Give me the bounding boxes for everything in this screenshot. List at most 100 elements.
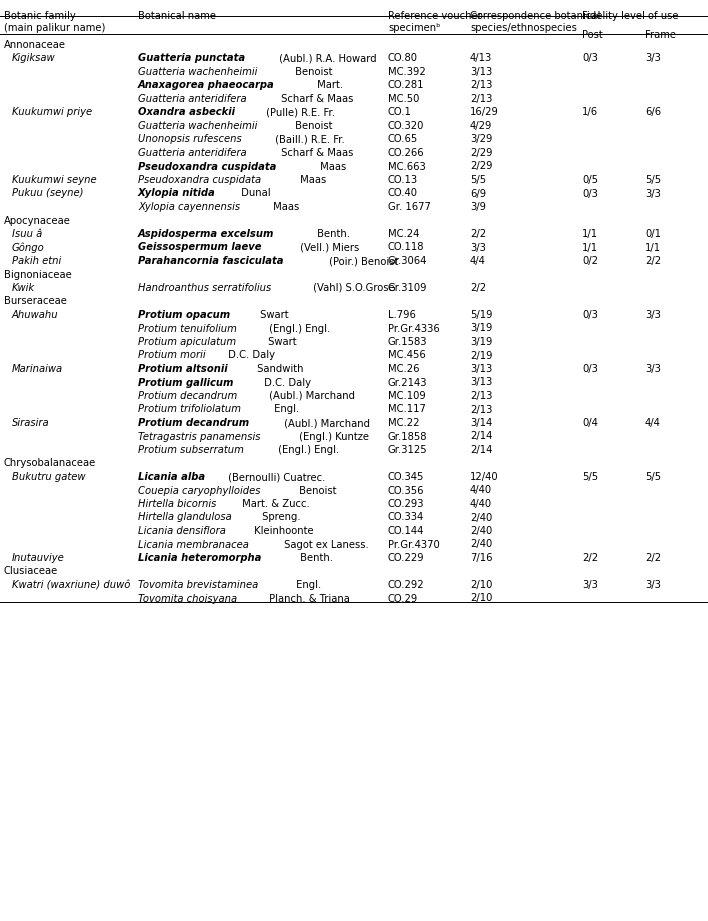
- Text: 2/13: 2/13: [470, 94, 492, 104]
- Text: Spreng.: Spreng.: [259, 512, 301, 522]
- Text: D.C. Daly: D.C. Daly: [225, 351, 275, 360]
- Text: (Vahl) S.O.Grose: (Vahl) S.O.Grose: [310, 283, 394, 293]
- Text: 2/40: 2/40: [470, 512, 492, 522]
- Text: 4/29: 4/29: [470, 121, 492, 131]
- Text: CO.80: CO.80: [388, 53, 418, 64]
- Text: Isuu â: Isuu â: [12, 229, 42, 239]
- Text: Maas: Maas: [270, 202, 299, 212]
- Text: (Pulle) R.E. Fr.: (Pulle) R.E. Fr.: [263, 108, 335, 118]
- Text: Bignoniaceae: Bignoniaceae: [4, 270, 72, 279]
- Text: 3/3: 3/3: [470, 242, 486, 252]
- Text: Protium trifoliolatum: Protium trifoliolatum: [138, 404, 241, 414]
- Text: Frame: Frame: [645, 30, 676, 40]
- Text: Gr.2143: Gr.2143: [388, 378, 428, 388]
- Text: Reference voucher
specimenᵇ: Reference voucher specimenᵇ: [388, 11, 481, 32]
- Text: Benoist: Benoist: [292, 67, 333, 77]
- Text: 2/29: 2/29: [470, 148, 493, 158]
- Text: Guatteria anteridifera: Guatteria anteridifera: [138, 148, 246, 158]
- Text: 5/5: 5/5: [645, 472, 661, 482]
- Text: Burseraceae: Burseraceae: [4, 297, 67, 307]
- Text: 5/5: 5/5: [645, 175, 661, 185]
- Text: (Baill.) R.E. Fr.: (Baill.) R.E. Fr.: [272, 134, 345, 145]
- Text: CO.65: CO.65: [388, 134, 418, 145]
- Text: 1/1: 1/1: [582, 242, 598, 252]
- Text: CO.356: CO.356: [388, 485, 425, 495]
- Text: 2/2: 2/2: [645, 553, 661, 563]
- Text: 6/9: 6/9: [470, 189, 486, 199]
- Text: 3/3: 3/3: [582, 580, 598, 590]
- Text: Gr.3109: Gr.3109: [388, 283, 428, 293]
- Text: Xylopia nitida: Xylopia nitida: [138, 189, 216, 199]
- Text: Licania heteromorpha: Licania heteromorpha: [138, 553, 261, 563]
- Text: MC.392: MC.392: [388, 67, 426, 77]
- Text: MC.117: MC.117: [388, 404, 426, 414]
- Text: MC.24: MC.24: [388, 229, 419, 239]
- Text: (Engl.) Kuntze: (Engl.) Kuntze: [296, 432, 369, 441]
- Text: CO.320: CO.320: [388, 121, 424, 131]
- Text: Protium decandrum: Protium decandrum: [138, 418, 249, 428]
- Text: 1/6: 1/6: [582, 108, 598, 118]
- Text: 4/13: 4/13: [470, 53, 492, 64]
- Text: CO.345: CO.345: [388, 472, 424, 482]
- Text: 4/40: 4/40: [470, 485, 492, 495]
- Text: (Engl.) Engl.: (Engl.) Engl.: [266, 323, 330, 333]
- Text: MC.456: MC.456: [388, 351, 426, 360]
- Text: Pakih etni: Pakih etni: [12, 256, 62, 266]
- Text: (Bernoulli) Cuatrec.: (Bernoulli) Cuatrec.: [224, 472, 325, 482]
- Text: Parahancornia fasciculata: Parahancornia fasciculata: [138, 256, 283, 266]
- Text: 1/1: 1/1: [645, 242, 661, 252]
- Text: Apocynaceae: Apocynaceae: [4, 216, 71, 226]
- Text: 2/2: 2/2: [470, 229, 486, 239]
- Text: 2/14: 2/14: [470, 432, 492, 441]
- Text: Inutauviye: Inutauviye: [12, 553, 64, 563]
- Text: Protium apiculatum: Protium apiculatum: [138, 337, 236, 347]
- Text: 3/13: 3/13: [470, 364, 492, 374]
- Text: (Aubl.) Marchand: (Aubl.) Marchand: [266, 391, 355, 401]
- Text: CO.334: CO.334: [388, 512, 424, 522]
- Text: Dunal: Dunal: [239, 189, 271, 199]
- Text: 2/2: 2/2: [582, 553, 598, 563]
- Text: Pseudoxandra cuspidata: Pseudoxandra cuspidata: [138, 161, 276, 171]
- Text: 4/40: 4/40: [470, 499, 492, 509]
- Text: Gôngo: Gôngo: [12, 242, 45, 253]
- Text: Protium decandrum: Protium decandrum: [138, 391, 237, 401]
- Text: 0/4: 0/4: [582, 418, 598, 428]
- Text: 7/16: 7/16: [470, 553, 493, 563]
- Text: Oxandra asbeckii: Oxandra asbeckii: [138, 108, 235, 118]
- Text: 3/3: 3/3: [645, 580, 661, 590]
- Text: Protium opacum: Protium opacum: [138, 310, 230, 320]
- Text: Gr.3125: Gr.3125: [388, 445, 428, 455]
- Text: 4/4: 4/4: [645, 418, 661, 428]
- Text: (Vell.) Miers: (Vell.) Miers: [297, 242, 360, 252]
- Text: Tetragastris panamensis: Tetragastris panamensis: [138, 432, 261, 441]
- Text: Anaxagorea phaeocarpa: Anaxagorea phaeocarpa: [138, 80, 275, 90]
- Text: 3/29: 3/29: [470, 134, 492, 145]
- Text: (Aubl.) R.A. Howard: (Aubl.) R.A. Howard: [276, 53, 377, 64]
- Text: 16/29: 16/29: [470, 108, 499, 118]
- Text: 5/5: 5/5: [582, 472, 598, 482]
- Text: CO.1: CO.1: [388, 108, 412, 118]
- Text: Hirtella bicornis: Hirtella bicornis: [138, 499, 217, 509]
- Text: 3/14: 3/14: [470, 418, 492, 428]
- Text: 3/3: 3/3: [645, 189, 661, 199]
- Text: Benoist: Benoist: [292, 121, 333, 131]
- Text: 12/40: 12/40: [470, 472, 498, 482]
- Text: Scharf & Maas: Scharf & Maas: [278, 148, 353, 158]
- Text: CO.281: CO.281: [388, 80, 425, 90]
- Text: CO.229: CO.229: [388, 553, 425, 563]
- Text: 2/19: 2/19: [470, 351, 493, 360]
- Text: Protium gallicum: Protium gallicum: [138, 378, 234, 388]
- Text: Annonaceae: Annonaceae: [4, 40, 66, 50]
- Text: 2/14: 2/14: [470, 445, 492, 455]
- Text: Benth.: Benth.: [297, 553, 333, 563]
- Text: Kigiksaw: Kigiksaw: [12, 53, 56, 64]
- Text: 0/3: 0/3: [582, 53, 598, 64]
- Text: Protium morii: Protium morii: [138, 351, 205, 360]
- Text: (Aubl.) Marchand: (Aubl.) Marchand: [281, 418, 370, 428]
- Text: MC.22: MC.22: [388, 418, 420, 428]
- Text: Maas: Maas: [297, 175, 326, 185]
- Text: Guatteria anteridifera: Guatteria anteridifera: [138, 94, 246, 104]
- Text: CO.266: CO.266: [388, 148, 425, 158]
- Text: Protium subserratum: Protium subserratum: [138, 445, 244, 455]
- Text: CO.144: CO.144: [388, 526, 424, 536]
